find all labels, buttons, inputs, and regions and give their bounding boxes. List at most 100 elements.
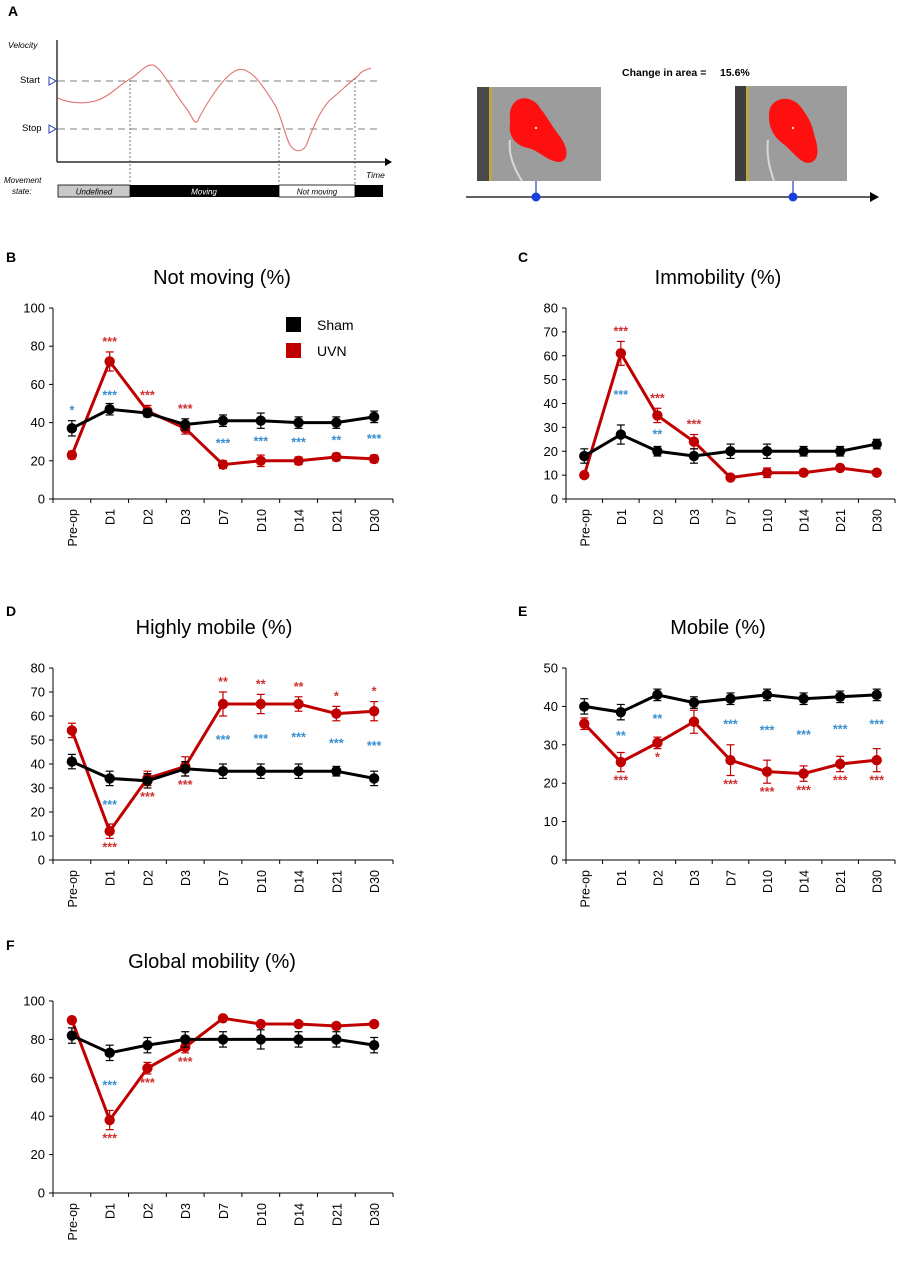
chart-d-y-tick-label: 10 [31, 829, 45, 844]
chart-f-uvn-point [293, 1018, 304, 1030]
chart-b-x-tick-label: Pre-op [66, 509, 80, 547]
chart-c-x-tick-label: D7 [725, 509, 739, 525]
panel-e-chart: E Mobile (%) 0 10 20 30 40 50 Pre-op D1 D2 D3 D7 D10 D… [518, 603, 896, 908]
chart-b-significance-label: *** [291, 436, 306, 450]
chart-d-y-tick-label: 40 [31, 757, 45, 772]
chart-e-significance-label: *** [796, 728, 811, 742]
chart-e-y-tick-label: 20 [544, 776, 558, 791]
chart-d-x-tick-label: D2 [141, 870, 155, 886]
chart-f-x-tick-label: D7 [217, 1203, 231, 1219]
chart-c-sham-point [615, 429, 627, 440]
chart-f-significance-label: *** [102, 1132, 117, 1146]
state-not-moving-label: Not moving [297, 188, 338, 197]
chart-d-uvn-point [255, 698, 266, 710]
chart-e-y-tick-label: 0 [551, 853, 558, 868]
chart-e-significance-label: ** [616, 729, 626, 743]
chart-d-uvn-point [293, 698, 304, 710]
chart-b-x-tick-label: D2 [141, 509, 155, 525]
chart-d-significance-label: *** [102, 840, 117, 854]
panel-a: A Velocity Start Stop Time Movement stat… [4, 3, 879, 202]
chart-f-sham-point [66, 1030, 78, 1041]
chart-e-uvn-point [615, 756, 627, 768]
velocity-label: Velocity [8, 40, 38, 50]
timeline-arrow-head [870, 192, 879, 202]
chart-d-x-tick-label: D3 [179, 870, 193, 886]
chart-c-sham-point [579, 450, 590, 462]
panel-f-chart: F Global mobility (%) 0 20 40 60 80 100 Pre-op D1… [6, 937, 394, 1241]
chart-c-x-tick-label: D21 [834, 509, 848, 532]
change-in-area-value: 15.6% [720, 67, 750, 79]
chart-f-uvn-point [331, 1020, 342, 1032]
chart-b-uvn-point [66, 449, 78, 461]
chart-d-significance-label: *** [367, 739, 382, 753]
chart-d-significance-label: *** [216, 733, 231, 747]
chart-c-y-tick-label: 40 [544, 396, 558, 411]
chart-e-uvn-point [652, 737, 663, 749]
legend-sham-label: Sham [317, 317, 354, 333]
legend-uvn-label: UVN [317, 343, 347, 359]
chart-d-significance-label: * [372, 685, 377, 699]
chart-c-sham-point [871, 438, 882, 450]
chart-e-uvn-point [871, 754, 882, 766]
chart-e-significance-label: *** [833, 722, 848, 736]
chart-e-y-tick-label: 50 [544, 661, 558, 676]
chart-e-significance-label: *** [796, 783, 811, 797]
chart-f-y-tick-label: 100 [23, 994, 45, 1009]
chart-b-uvn-point [331, 451, 342, 463]
chart-f-sham-point [368, 1039, 380, 1051]
chart-e-significance-label: *** [614, 774, 629, 788]
chart-c-significance-label: ** [653, 428, 663, 442]
chart-b-sham-point [66, 423, 78, 434]
chart-b-sham-point [104, 404, 115, 415]
chart-c-y-tick-label: 10 [544, 468, 558, 483]
chart-b-x-tick-label: D1 [104, 509, 118, 525]
chart-c-uvn-point [725, 472, 736, 483]
chart-b-sham-point [142, 407, 153, 419]
state-bar-moving [130, 185, 279, 197]
stop-label: Stop [22, 123, 42, 134]
movement-label-line1: Movement [4, 176, 42, 185]
chart-d-significance-label: *** [253, 732, 268, 746]
chart-d-x-tick-label: D30 [368, 870, 382, 893]
chart-b-significance-label: *** [253, 435, 268, 449]
chart-f-y-tick-label: 40 [31, 1109, 45, 1124]
chart-c-sham-point [688, 450, 700, 462]
chart-c-significance-label: *** [614, 388, 629, 402]
chart-e-significance-label: *** [723, 718, 738, 732]
chart-f-x-tick-label: D1 [104, 1203, 118, 1219]
chart-d-significance-label: *** [178, 778, 193, 792]
chart-e-uvn-point [798, 768, 809, 779]
chart-e-significance-label: * [655, 751, 660, 765]
chart-b-sham-point [293, 417, 304, 428]
chart-e-y-tick-label: 10 [544, 814, 558, 829]
chart-e-x-tick-label: D1 [615, 870, 629, 886]
chart-c-y-tick-label: 30 [544, 420, 558, 435]
panel-c-chart: C Immobility (%) 0 10 20 30 40 50 60 70 80 Pre-op D1… [518, 249, 896, 547]
chart-e-sham-point [834, 691, 846, 702]
chart-b-sham-point [368, 411, 380, 423]
chart-c-uvn-point [579, 469, 590, 481]
chart-e-x-tick-label: D10 [761, 870, 775, 893]
chart-b-y-tick-label: 0 [38, 492, 45, 507]
chart-f-y-tick-label: 60 [31, 1070, 45, 1085]
chart-e-sham-point [652, 689, 663, 701]
chart-b-y-tick-label: 80 [31, 339, 45, 354]
time-arrow-head [385, 158, 392, 166]
chart-d-sham-point [104, 773, 115, 784]
chart-f-x-tick-label: D14 [293, 1203, 307, 1226]
chart-f-uvn-point [368, 1018, 380, 1030]
chart-e-uvn-point [725, 754, 736, 766]
chart-b-y-tick-label: 20 [31, 453, 45, 468]
chart-e-sham-point [725, 693, 736, 704]
chart-e-uvn-point [688, 716, 700, 727]
chart-d-y-tick-label: 80 [31, 661, 45, 676]
chart-b-x-tick-label: D3 [179, 509, 193, 525]
chart-b-sham-point [255, 415, 266, 426]
panel-a-letter: A [8, 3, 18, 19]
chart-c-y-tick-label: 60 [544, 348, 558, 363]
chart-e-x-tick-label: Pre-op [578, 870, 592, 908]
time-label: Time [366, 170, 385, 180]
state-bar-moving-end [355, 185, 383, 197]
chart-c-y-tick-label: 50 [544, 372, 558, 387]
